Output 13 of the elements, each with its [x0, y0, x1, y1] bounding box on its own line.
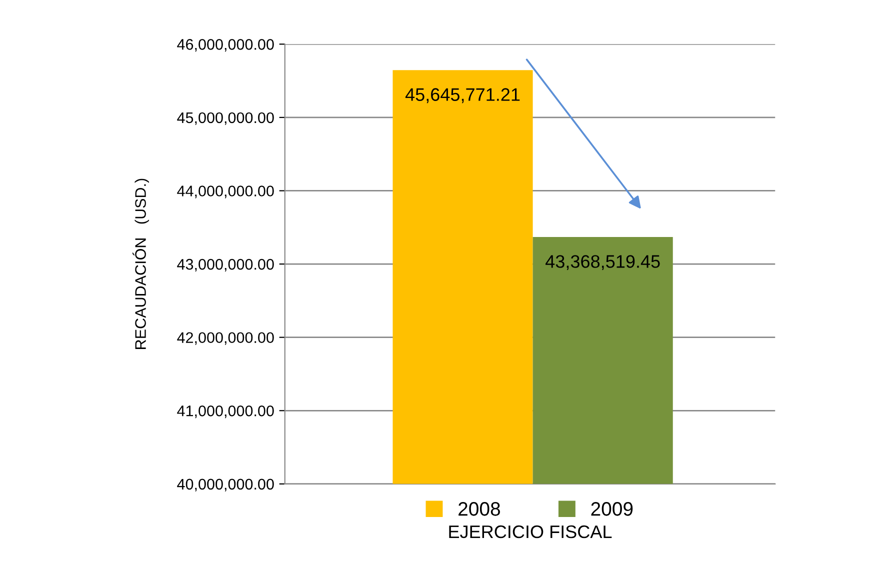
y-tick-label: 45,000,000.00	[177, 112, 274, 125]
y-tick-label: 42,000,000.00	[177, 332, 274, 345]
y-tick-label: 40,000,000.00	[177, 478, 274, 492]
data-label: 45,645,771.21	[405, 88, 520, 104]
y-tick-label: 43,000,000.00	[177, 258, 274, 272]
data-label: 43,368,519.45	[546, 255, 660, 270]
legend-label: 2008	[458, 502, 500, 516]
y-tick-label: 41,000,000.00	[177, 406, 274, 418]
y-axis-title: RECAUDACIÓN (USD.)	[132, 178, 149, 349]
y-tick-label: 44,000,000.00	[177, 186, 274, 198]
legend-label: 2009	[591, 502, 633, 516]
x-axis-title: EJERCICIO FISCAL	[449, 525, 612, 538]
y-tick-label: 46,000,000.00	[177, 39, 274, 52]
